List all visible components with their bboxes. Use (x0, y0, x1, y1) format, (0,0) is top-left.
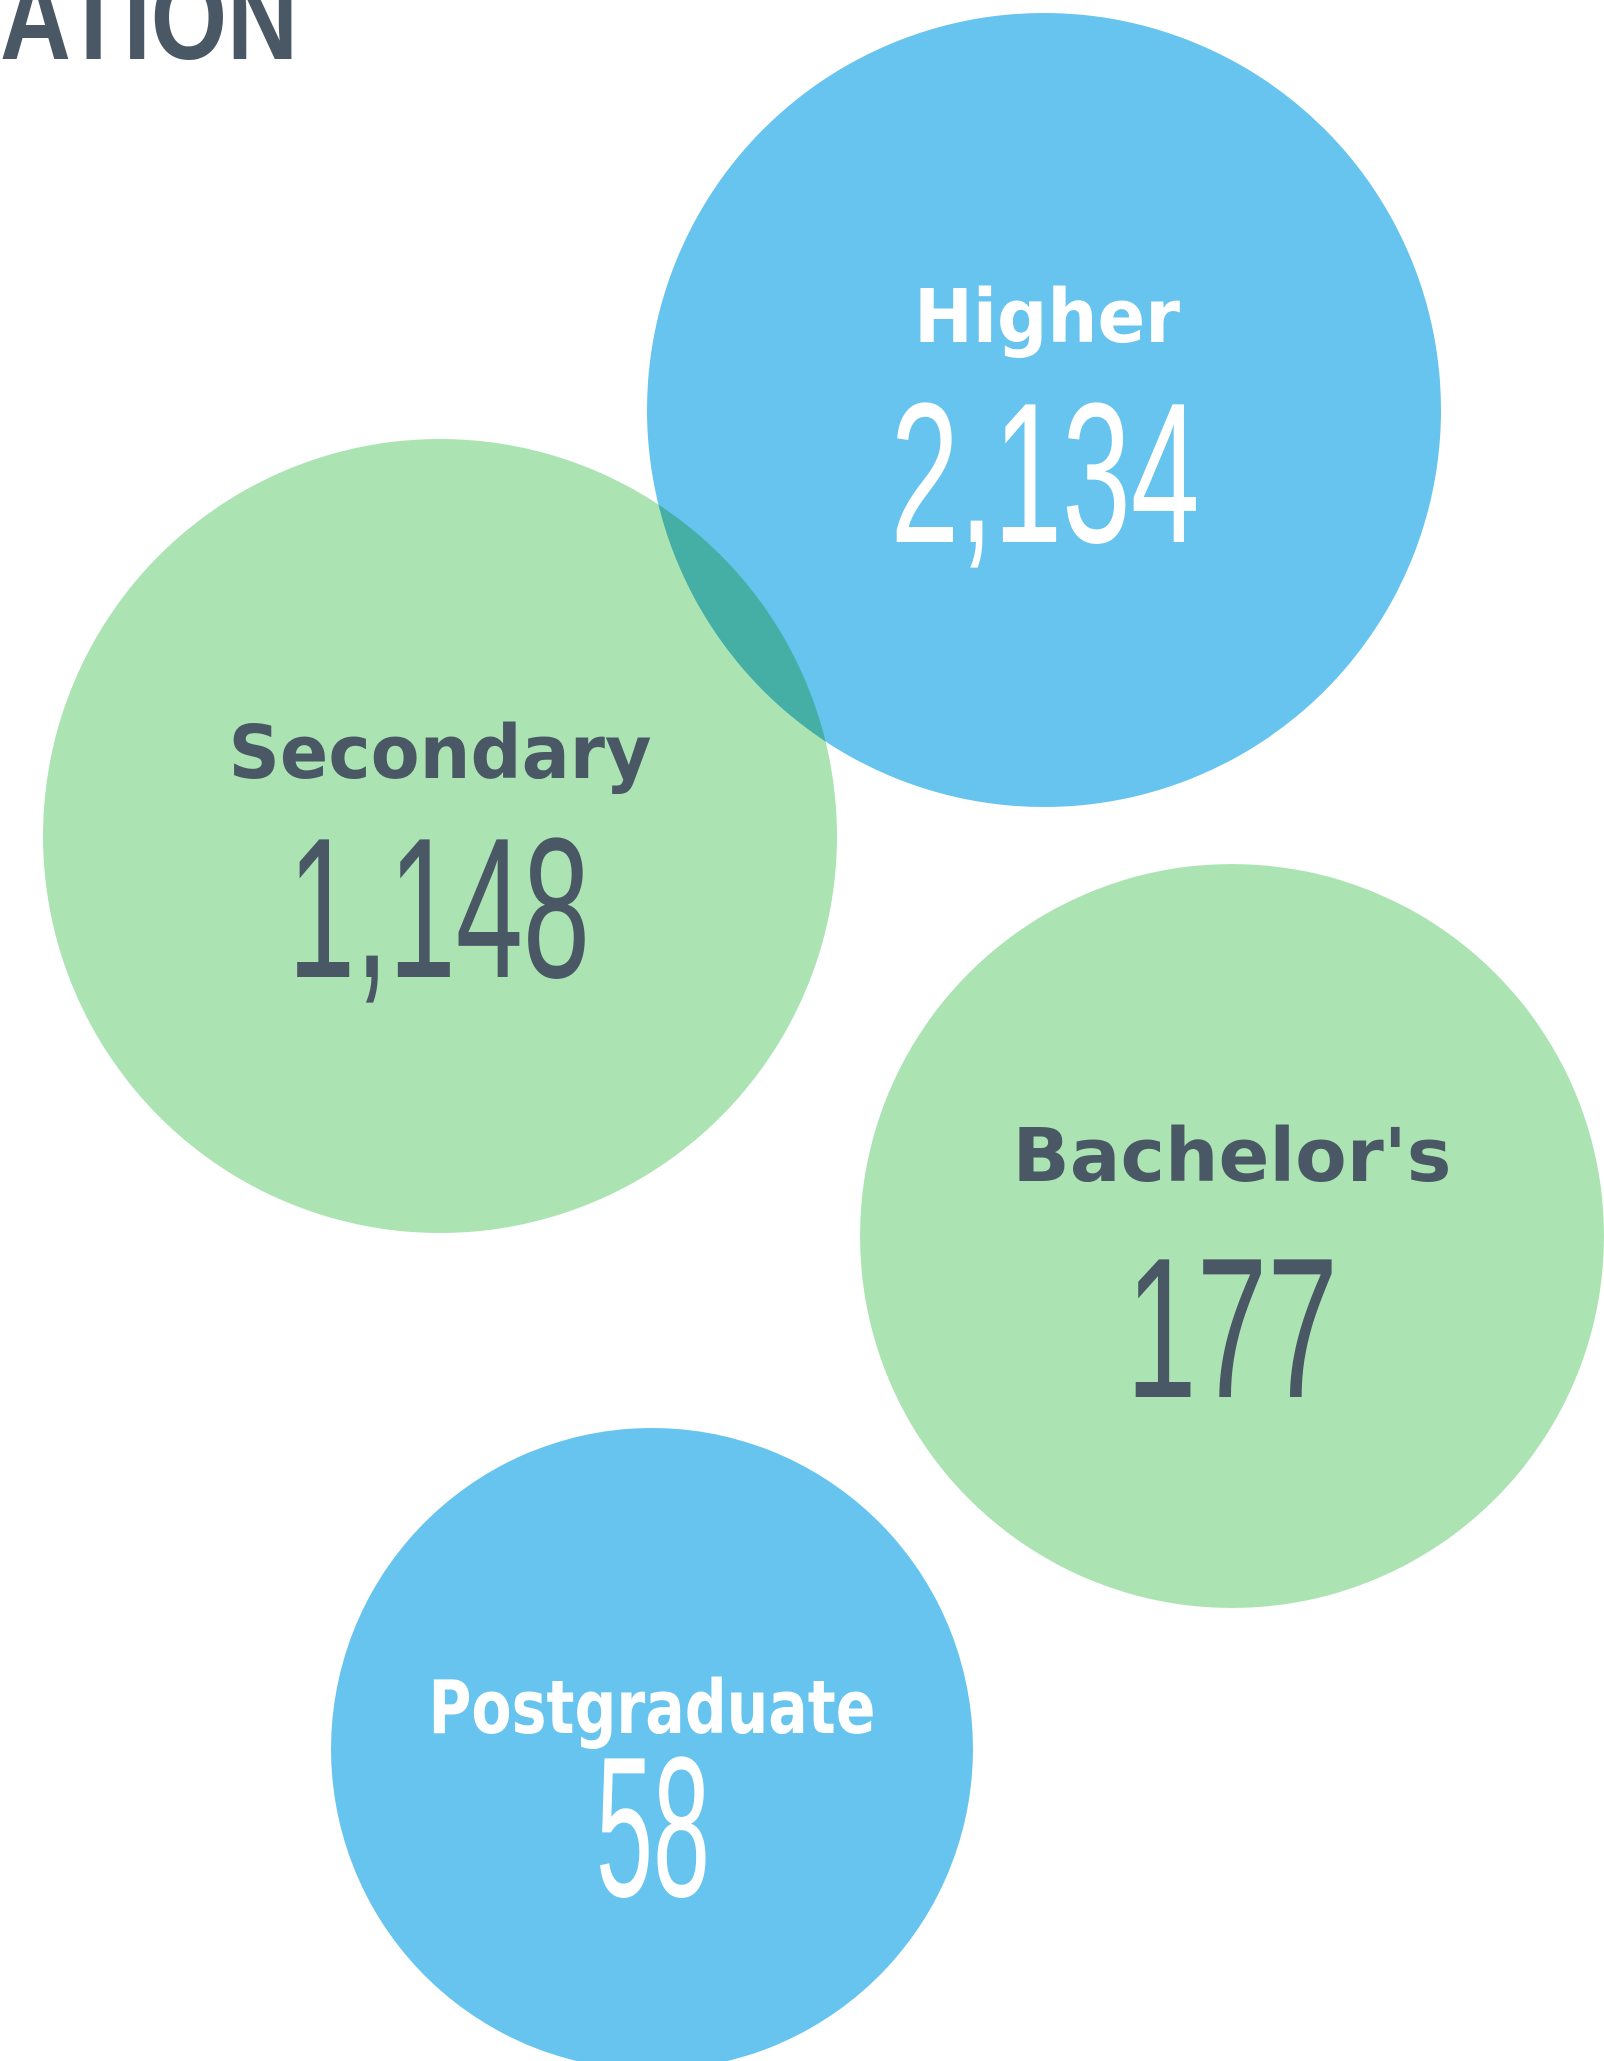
bubble-label: Bachelor's (1013, 1113, 1452, 1199)
bubble-value: 177 (1126, 1217, 1338, 1440)
bubble (43, 439, 837, 1233)
bubble-label: Postgraduate (429, 1665, 876, 1751)
bubble-value: 58 (596, 1716, 710, 1939)
bubble-value: 1,148 (288, 797, 590, 1020)
bubble-label: Higher (914, 274, 1180, 360)
bubble-value: 2,134 (891, 362, 1200, 585)
bubble (647, 13, 1441, 807)
bubble (860, 864, 1604, 1608)
bubble (331, 1428, 973, 2061)
bubble-label: Secondary (229, 710, 652, 796)
title: ATION (0, 0, 298, 85)
